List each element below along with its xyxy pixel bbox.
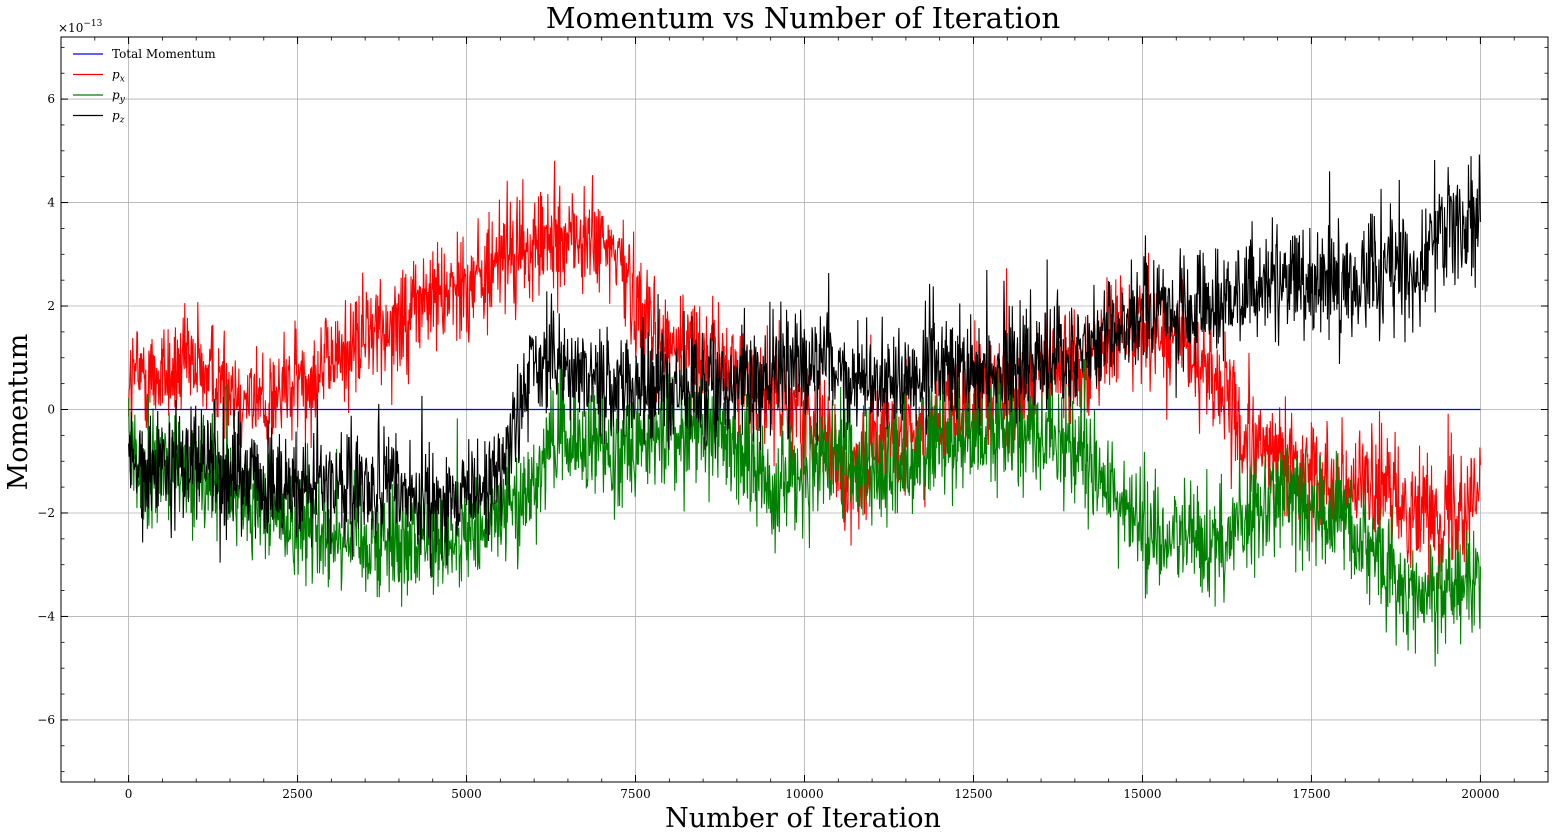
tick-labels: 0 2500 5000 7500 10000 12500 15000 17500 20000 −6… [37,92,1499,801]
y-tick-label-5: 4 [47,196,55,210]
series-line-x [128,160,1481,596]
y-axis-label: Momentum [3,334,34,491]
legend: Total Momentum px py pz [73,47,216,126]
x-tick-label-2: 5000 [451,787,482,801]
y-tick-label-2: −2 [37,506,55,520]
y-tick-label-1: −4 [37,609,55,623]
series-line-z [128,154,1481,577]
x-tick-label-8: 20000 [1461,787,1499,801]
legend-label-1: px [112,68,125,85]
axes [60,36,1549,783]
x-tick-label-0: 0 [125,787,133,801]
x-tick-label-5: 12500 [954,787,992,801]
legend-label-2: py [112,88,126,105]
y-tick-label-6: 6 [47,92,55,106]
x-tick-label-7: 17500 [1292,787,1330,801]
series-line-y [128,353,1481,667]
y-tick-label-0: −6 [37,713,55,727]
y-tick-label-4: 2 [47,299,55,313]
x-tick-label-6: 15000 [1123,787,1161,801]
x-tick-label-1: 2500 [282,787,313,801]
legend-label-3: pz [112,109,125,126]
legend-label-0: Total Momentum [112,47,216,61]
x-tick-label-4: 10000 [785,787,823,801]
series-lines [128,154,1481,667]
x-tick-label-3: 7500 [620,787,651,801]
y-axis-multiplier: ×10−13 [58,19,103,35]
x-axis-label: Number of Iteration [665,803,941,834]
y-tick-label-3: 0 [47,403,55,417]
chart-title: Momentum vs Number of Iteration [546,1,1060,35]
